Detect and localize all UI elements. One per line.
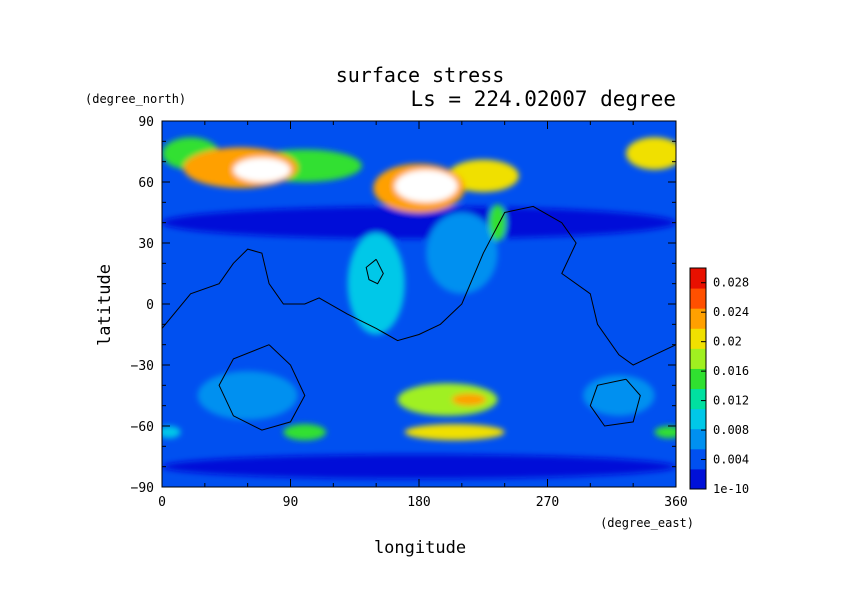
colorbar-tick-label: 0.008 — [713, 423, 749, 437]
y-tick-label: 60 — [138, 176, 154, 191]
x-unit-label: (degree_east) — [600, 516, 694, 530]
colorbar-segment — [690, 288, 706, 309]
colorbar-frame — [689, 267, 707, 490]
stress-hotspot — [197, 371, 298, 420]
contour-line — [218, 344, 306, 431]
colorbar-segment — [690, 448, 706, 470]
colorbar-segment — [690, 388, 706, 410]
stress-hotspot — [426, 212, 498, 294]
y-unit-label: (degree_north) — [85, 92, 186, 106]
chart-subtitle: Ls = 224.02007 degree — [410, 87, 676, 111]
chart-title: surface stress — [336, 63, 505, 87]
stress-hotspot — [347, 232, 405, 335]
stress-hotspot — [394, 169, 458, 203]
y-tick-label: 90 — [138, 115, 154, 130]
colorbar-segment — [690, 408, 706, 430]
colorbar-segment — [690, 328, 706, 349]
colorbar: 0.028 0.024 0.02 0.016 0.012 0.008 0.004 1e-10 — [689, 267, 749, 496]
stress-hotspot — [404, 423, 505, 441]
x-tick-label: 180 — [407, 495, 430, 510]
stress-hotspot — [162, 426, 181, 439]
stress-field — [162, 121, 676, 487]
colorbar-segment — [690, 268, 706, 289]
stress-hotspot — [488, 204, 507, 241]
colorbar-tick-label: 0.012 — [713, 394, 749, 408]
contour-line — [589, 378, 641, 427]
x-tick-label: 0 — [158, 495, 166, 510]
stress-hotspot — [283, 423, 327, 441]
colorbar-segment — [690, 428, 706, 450]
y-tick-label: 30 — [138, 237, 154, 252]
stress-hotspot — [447, 159, 519, 193]
y-tick-label: −90 — [131, 481, 154, 496]
colorbar-tick-label: 0.028 — [713, 276, 749, 290]
colorbar-segment — [690, 348, 706, 369]
y-axis-label: latitude — [95, 264, 115, 346]
x-tick-label: 270 — [536, 495, 559, 510]
stress-hotspot — [654, 426, 676, 439]
colorbar-segment — [690, 468, 706, 490]
colorbar-tick-label: 0.016 — [713, 364, 749, 378]
colorbar-tick-label: 1e-10 — [713, 482, 749, 496]
stress-hotspot — [451, 393, 487, 406]
colorbar-tick-label: 0.02 — [713, 335, 742, 349]
field-blobs — [162, 137, 676, 479]
colorbar-tick-label: 0.024 — [713, 305, 749, 319]
contour-line — [162, 205, 676, 366]
cold-band — [162, 454, 676, 479]
stress-hotspot — [233, 157, 291, 182]
x-tick-label: 90 — [283, 495, 299, 510]
stress-hotspot — [583, 375, 655, 416]
stress-hotspot — [397, 383, 498, 416]
stress-hotspot — [626, 137, 676, 170]
colorbar-tick-label: 0.004 — [713, 453, 749, 467]
y-tick-label: −60 — [131, 420, 154, 435]
y-tick-label: −30 — [131, 359, 154, 374]
x-axis-label: longitude — [374, 538, 466, 558]
colorbar-segment — [690, 368, 706, 390]
contour-line — [365, 258, 384, 285]
y-tick-label: 0 — [146, 298, 154, 313]
coastline-contours — [162, 205, 676, 431]
colorbar-segment — [690, 308, 706, 329]
axis-ticks: 0 90 180 270 360 90 60 30 0 −30 −60 −90 — [131, 115, 688, 510]
x-tick-label: 360 — [664, 495, 687, 510]
